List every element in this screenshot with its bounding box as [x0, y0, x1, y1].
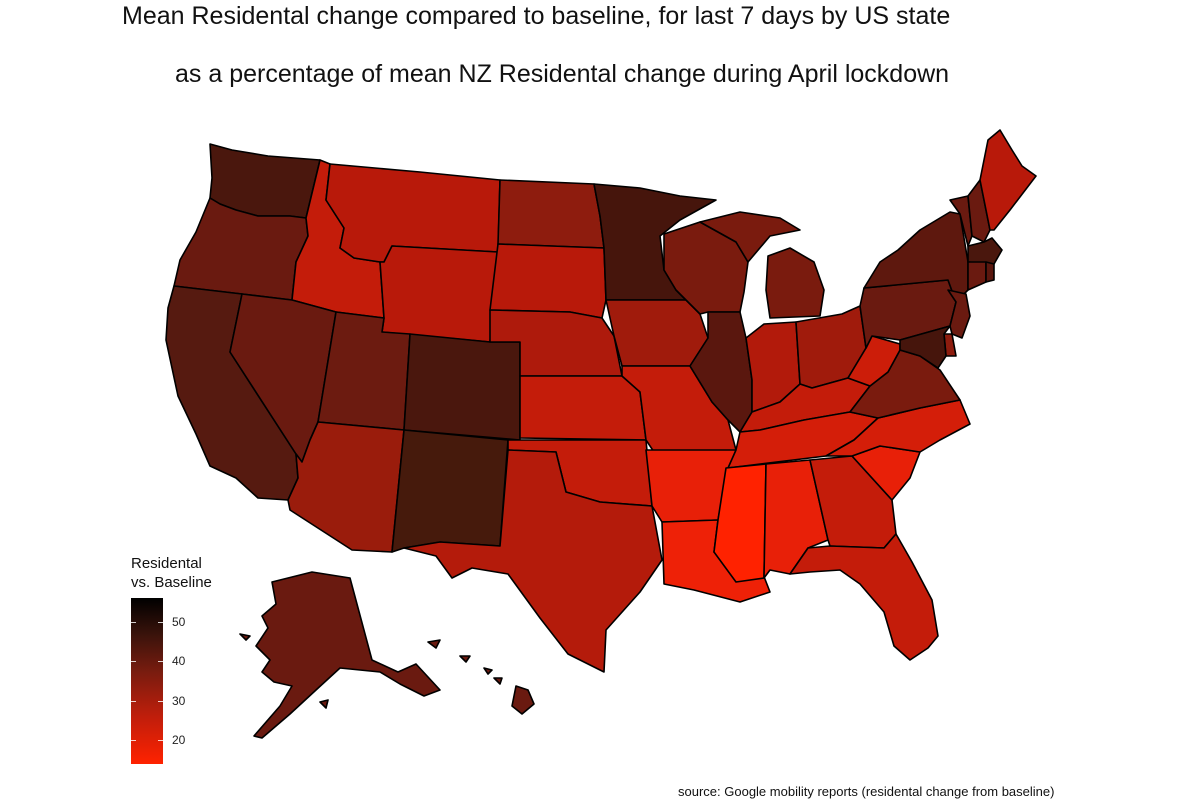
source-note: source: Google mobility reports (residen…	[678, 784, 1055, 799]
state-co	[403, 333, 521, 441]
state-ct	[967, 261, 987, 291]
state-me	[979, 129, 1037, 231]
legend-tick-40	[131, 661, 163, 663]
state-ak-islands	[239, 633, 441, 709]
state-md	[899, 325, 951, 369]
state-ks	[519, 375, 647, 441]
legend-tick-label: 50	[172, 614, 186, 629]
state-nm	[391, 429, 509, 553]
legend-tick-label: 30	[172, 693, 186, 708]
state-mi	[699, 211, 825, 319]
map-subtitle: as a percentage of mean NZ Residental ch…	[175, 60, 950, 88]
map-title: Mean Residental change compared to basel…	[122, 2, 951, 30]
state-ia	[605, 299, 709, 367]
legend-tick-30	[131, 700, 163, 702]
state-ri	[985, 261, 995, 283]
state-wy	[379, 245, 499, 343]
state-tx	[403, 449, 663, 673]
legend-tick-label: 20	[172, 733, 186, 748]
state-hi	[459, 655, 535, 715]
legend-title: Residental vs. Baseline	[131, 554, 212, 592]
state-vt	[949, 195, 973, 247]
legend-title-line2: vs. Baseline	[131, 574, 212, 591]
state-sd	[489, 243, 607, 319]
legend-tick-50	[131, 621, 163, 623]
state-nd	[497, 179, 605, 249]
state-nh	[967, 179, 991, 243]
legend-tick-label: 40	[172, 654, 186, 669]
state-nj	[947, 289, 971, 339]
state-ma	[967, 237, 1003, 265]
state-ak	[253, 571, 441, 739]
state-fl	[789, 533, 939, 661]
legend-title-line1: Residental	[131, 555, 202, 572]
legend-color-bar	[131, 598, 163, 764]
legend-tick-20	[131, 740, 163, 742]
